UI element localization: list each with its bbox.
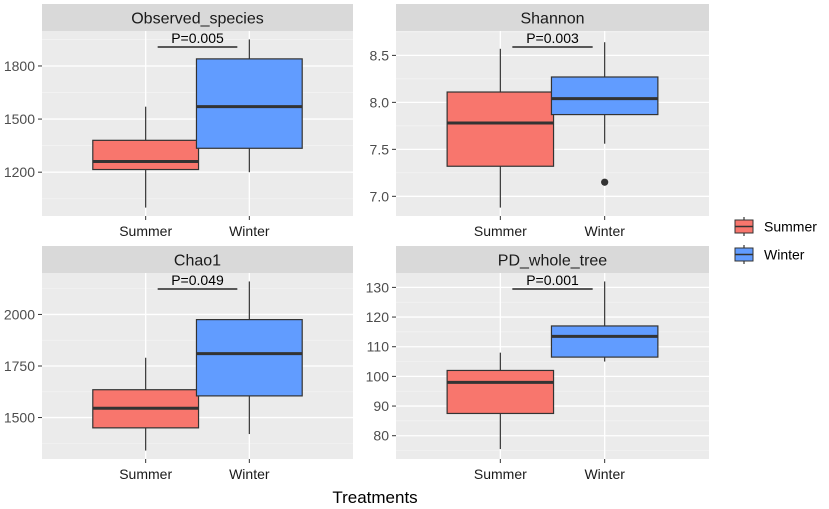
legend-label-summer: Summer — [764, 219, 817, 235]
box-winter — [550, 281, 659, 362]
y-tick-label: 7.5 — [370, 141, 390, 157]
y-tick-label: 110 — [367, 339, 390, 355]
x-tick-label: Winter — [584, 466, 625, 482]
box-body — [446, 91, 555, 167]
box-body — [195, 319, 303, 397]
outlier-point — [601, 178, 609, 186]
x-tick-label: Winter — [229, 223, 270, 239]
panel-chao1: Chao1 1500 1750 2000 P=0.049 Summer Winter — [4, 246, 353, 482]
y-tick-label: 1800 — [4, 58, 35, 74]
panel-title: Shannon — [520, 11, 584, 28]
panel-strip — [42, 246, 353, 273]
y-tick-label: 8.0 — [370, 94, 390, 110]
x-tick-label: Summer — [474, 466, 527, 482]
panel-title: Observed_species — [131, 11, 264, 28]
box-body — [195, 58, 303, 149]
y-tick-label: 120 — [366, 309, 390, 325]
legend-label-winter: Winter — [764, 247, 805, 263]
box-body — [550, 325, 659, 358]
panel-background — [396, 273, 709, 459]
x-tick-label: Summer — [474, 223, 527, 239]
y-tick-label: 1200 — [4, 164, 35, 180]
box-body — [92, 139, 200, 171]
p-value-label: P=0.003 — [526, 30, 579, 46]
legend-item-summer: Summer — [734, 217, 817, 236]
legend-item-winter: Winter — [734, 245, 805, 264]
x-tick-label: Winter — [584, 223, 625, 239]
box-summer — [446, 352, 555, 450]
legend: Summer Winter — [734, 217, 817, 264]
box-summer — [92, 357, 200, 451]
y-tick-label: 100 — [366, 368, 390, 384]
p-value-label: P=0.005 — [171, 30, 224, 46]
panel-observed-species: Observed_species 1200 1500 1800 P=0.005 Summe… — [4, 4, 353, 239]
box-winter — [195, 281, 303, 435]
y-tick-label: 130 — [366, 279, 390, 295]
box-winter — [550, 42, 659, 186]
p-value-label: P=0.049 — [171, 272, 224, 288]
x-tick-label: Winter — [229, 466, 270, 482]
panel-shannon: Shannon 7.0 7.5 8.0 8.5 P=0.003 Summer Winter — [370, 4, 709, 239]
y-tick-label: 1500 — [4, 111, 35, 127]
y-tick-label: 80 — [373, 428, 389, 444]
y-tick-label: 1500 — [4, 410, 35, 426]
panel-strip — [42, 4, 353, 31]
panel-title: PD_whole_tree — [498, 253, 608, 270]
y-tick-label: 1750 — [4, 358, 35, 374]
y-tick-label: 7.0 — [370, 188, 390, 204]
panel-strip — [396, 4, 709, 31]
panel-pd-whole-tree: PD_whole_tree 80 90 100 110 120 130 P=0.001 Summ… — [366, 246, 709, 482]
box-winter — [195, 39, 303, 173]
box-body — [550, 76, 659, 116]
y-tick-label: 2000 — [4, 306, 35, 322]
panel-title: Chao1 — [174, 253, 221, 270]
x-tick-label: Summer — [119, 223, 172, 239]
x-tick-label: Summer — [119, 466, 172, 482]
box-body — [446, 369, 555, 415]
facet-panels: Observed_species 1200 1500 1800 P=0.005 Summe… — [4, 4, 709, 482]
y-tick-label: 8.5 — [370, 47, 390, 63]
box-summer — [446, 48, 555, 208]
y-tick-label: 90 — [373, 398, 389, 414]
panel-strip — [396, 246, 709, 273]
p-value-label: P=0.001 — [526, 272, 579, 288]
x-axis-title: Treatments — [332, 488, 417, 507]
box-summer — [92, 106, 200, 208]
